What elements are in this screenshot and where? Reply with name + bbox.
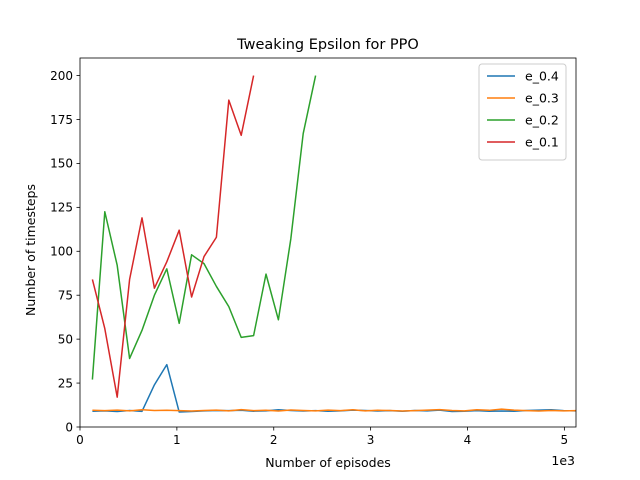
series-layer	[91, 75, 576, 413]
x-tick-label: 4	[464, 433, 472, 447]
series-line-e-0-3	[92, 408, 576, 412]
y-axis-label: Number of timesteps	[23, 184, 38, 316]
y-tick-label: 200	[50, 69, 73, 83]
x-axis-offset-label: 1e3	[551, 453, 575, 468]
y-tick-label: 125	[50, 201, 73, 215]
y-tick-label: 150	[50, 157, 73, 171]
y-tick-label: 0	[65, 420, 73, 434]
legend-label: e_0.4	[525, 69, 559, 84]
x-axis-label: Number of episodes	[265, 455, 391, 470]
axes-frame	[79, 57, 577, 428]
y-tick-label: 25	[58, 376, 73, 390]
legend-label: e_0.1	[525, 135, 559, 150]
legend-label: e_0.2	[525, 113, 559, 128]
x-tick-label: 3	[367, 433, 375, 447]
x-tick-label: 1	[173, 433, 181, 447]
y-tick-label: 75	[58, 289, 73, 303]
x-tick-label: 0	[76, 433, 84, 447]
legend: e_0.4 e_0.3 e_0.2 e_0.1	[478, 63, 567, 161]
series-line-e-0-1	[91, 75, 255, 398]
y-tick-label: 100	[50, 245, 73, 259]
x-tick-label: 5	[561, 433, 569, 447]
y-tick-label: 50	[58, 332, 73, 346]
series-line-e-0-2	[91, 75, 317, 380]
chart-title: Tweaking Epsilon for PPO	[236, 37, 419, 53]
x-tick-label: 2	[270, 433, 278, 447]
y-tick-label: 175	[50, 113, 73, 127]
legend-label: e_0.3	[525, 91, 559, 106]
legend-box	[478, 63, 567, 161]
